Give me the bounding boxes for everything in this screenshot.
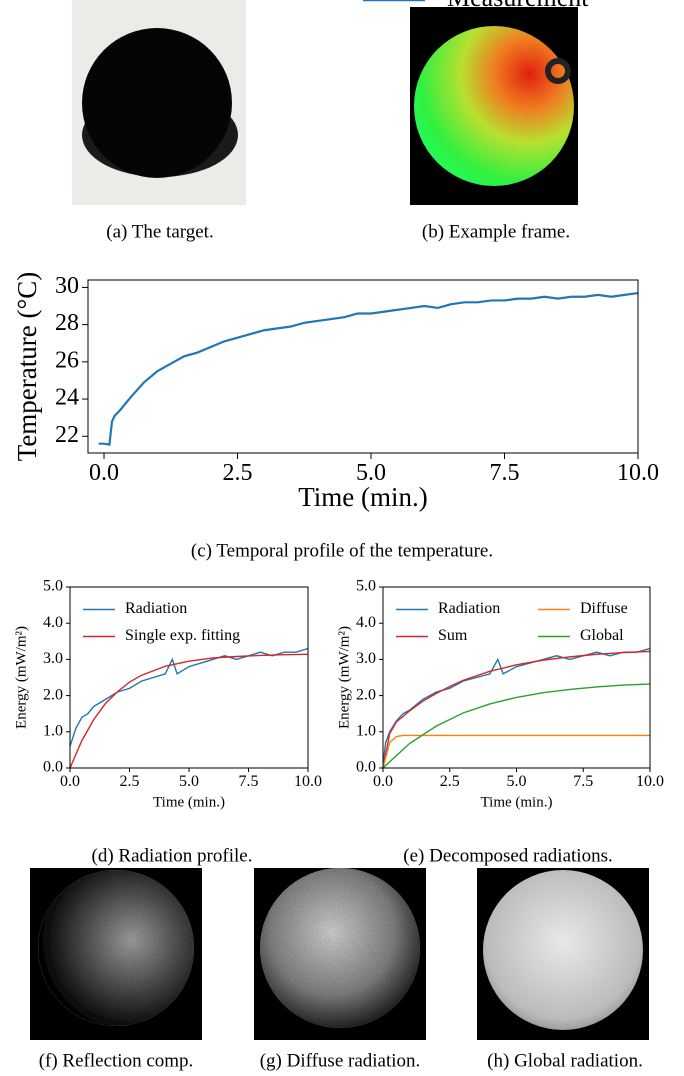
x-tick-label: 10.0	[294, 773, 322, 790]
reflection-disc	[38, 870, 194, 1026]
caption: (d) Radiation profile.	[92, 845, 253, 866]
plot-frame	[87, 279, 639, 454]
series-line	[98, 291, 638, 446]
caption: (c) Temporal profile of the temperature.	[191, 540, 493, 561]
y-tick-label: 3.0	[356, 650, 376, 667]
y-axis-label: Energy (mW/m²)	[336, 626, 352, 729]
y-tick-label: 26	[55, 347, 79, 373]
caption: (g) Diffuse radiation.	[260, 1050, 421, 1071]
y-tick-label: 1.0	[43, 722, 63, 739]
x-tick-label: 2.5	[120, 773, 140, 790]
x-tick-label: 7.5	[490, 460, 520, 486]
marker-ring	[545, 58, 571, 84]
y-tick-label: 2.0	[43, 686, 63, 703]
x-axis-label: Time (min.)	[481, 794, 553, 810]
series-line	[383, 647, 650, 765]
x-axis-label: Time (min.)	[298, 482, 428, 512]
x-tick-label: 2.5	[440, 773, 460, 790]
caption: (f) Reflection comp.	[39, 1050, 194, 1071]
x-axis-label: Time (min.)	[153, 794, 225, 810]
y-tick-label: 2.0	[356, 686, 376, 703]
y-tick-label: 22	[55, 422, 79, 448]
y-tick-label: 30	[55, 273, 79, 299]
x-tick-label: 7.5	[239, 773, 259, 790]
y-tick-label: 0.0	[356, 759, 376, 776]
x-tick-label: 7.5	[573, 773, 593, 790]
plot-frame	[382, 586, 651, 769]
caption: (e) Decomposed radiations.	[403, 845, 612, 866]
global-disc	[483, 870, 643, 1030]
legend-label: Radiation	[125, 600, 187, 617]
legend-label: Sum	[438, 627, 468, 644]
legend-label: Global	[580, 627, 624, 644]
y-tick-label: 1.0	[356, 722, 376, 739]
plot-frame	[69, 586, 309, 769]
x-tick-label: 5.0	[507, 773, 527, 790]
x-tick-label: 10.0	[617, 460, 659, 486]
x-tick-label: 2.5	[223, 460, 253, 486]
caption: (a) The target.	[106, 221, 213, 242]
caption: (h) Global radiation.	[487, 1050, 643, 1071]
x-tick-label: 0.0	[60, 773, 80, 790]
x-tick-label: 0.0	[373, 773, 393, 790]
legend-label: Single exp. fitting	[125, 627, 240, 644]
series-line	[383, 683, 650, 768]
y-tick-label: 5.0	[43, 578, 63, 595]
y-tick-label: 4.0	[43, 614, 63, 631]
y-tick-label: 0.0	[43, 759, 63, 776]
series-line	[383, 734, 650, 768]
legend-label: Diffuse	[580, 600, 628, 617]
y-axis-label: Energy (mW/m²)	[13, 626, 29, 729]
target-sphere	[82, 28, 232, 178]
x-tick-label: 0.0	[89, 460, 119, 486]
series-line	[383, 650, 650, 768]
y-tick-label: 4.0	[356, 614, 376, 631]
y-tick-label: 24	[55, 385, 79, 411]
y-tick-label: 3.0	[43, 650, 63, 667]
caption: (b) Example frame.	[422, 221, 570, 242]
legend-label: Radiation	[438, 600, 500, 617]
y-axis-label: Temperature (°C)	[12, 272, 42, 462]
series-line	[70, 647, 308, 747]
x-tick-label: 5.0	[179, 773, 199, 790]
x-tick-label: 10.0	[636, 773, 664, 790]
diffuse-disc	[260, 868, 420, 1028]
legend-label: Measurement	[447, 0, 589, 12]
y-tick-label: 5.0	[356, 578, 376, 595]
heat-disc	[414, 26, 574, 186]
y-tick-label: 28	[55, 310, 79, 336]
x-tick-label: 5.0	[356, 460, 386, 486]
series-line	[70, 653, 308, 768]
